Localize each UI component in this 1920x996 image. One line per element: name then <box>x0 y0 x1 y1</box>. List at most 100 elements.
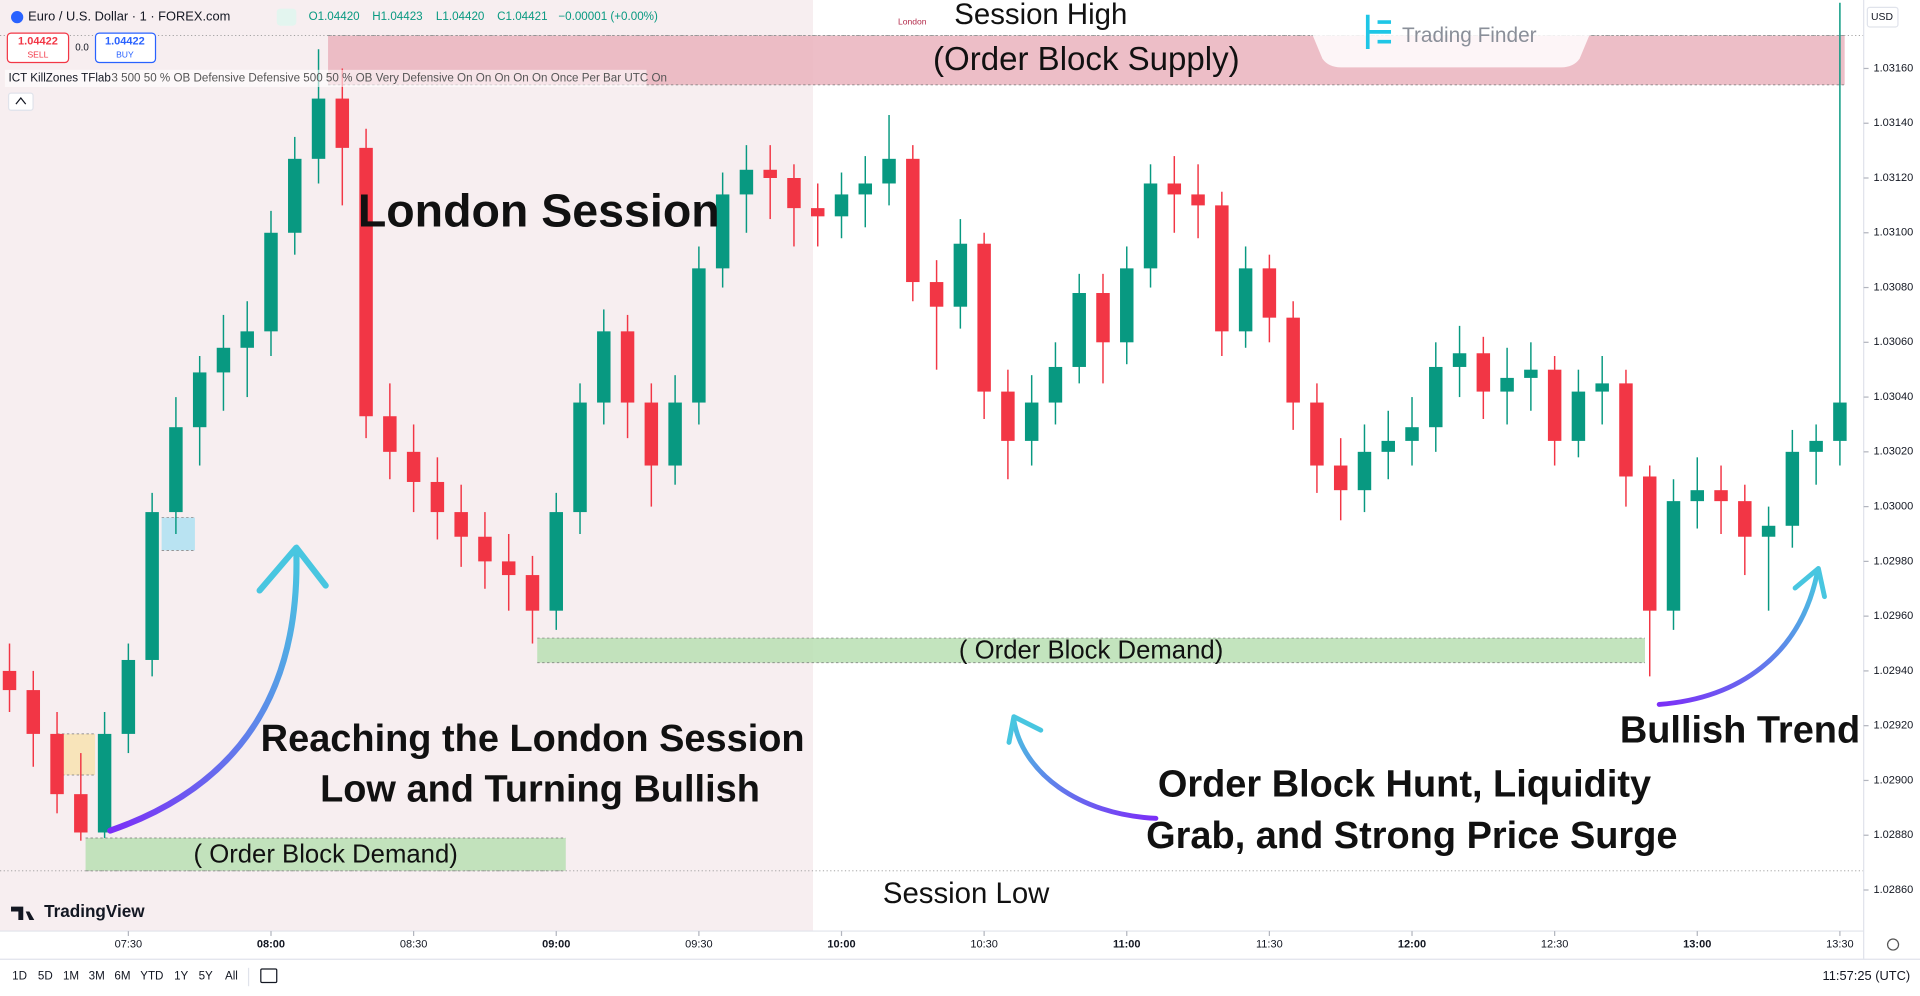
y-tick-label: 1.03080 <box>1873 281 1913 293</box>
zone <box>161 517 195 551</box>
candle-body <box>1571 391 1586 441</box>
range-button[interactable]: YTD <box>140 969 163 982</box>
candle-body <box>1690 490 1705 502</box>
candle-body <box>359 147 373 417</box>
candle-body <box>906 158 920 283</box>
candle-body <box>50 733 64 795</box>
candle-body <box>145 512 159 660</box>
candle-body <box>1381 440 1395 452</box>
candle-body <box>1666 501 1681 611</box>
x-tick-label: 11:00 <box>1113 938 1141 950</box>
sell-price[interactable]: 1.04422 <box>18 36 58 48</box>
buy-price[interactable]: 1.04422 <box>105 36 145 48</box>
range-button[interactable]: All <box>225 969 238 982</box>
buy-label[interactable]: BUY <box>116 49 134 59</box>
candle-body <box>977 243 991 392</box>
candle-body <box>525 575 540 611</box>
status-icon <box>276 8 297 26</box>
candle-body <box>692 268 706 403</box>
candle-body <box>169 427 183 513</box>
candle-body <box>1595 383 1609 392</box>
candle-body <box>810 208 825 217</box>
candle-body <box>953 243 968 307</box>
range-button[interactable]: 1M <box>63 969 79 982</box>
candle-body <box>1405 427 1419 441</box>
x-tick-label: 13:00 <box>1683 938 1711 950</box>
brand-logo <box>11 906 35 921</box>
range-button[interactable]: 5D <box>38 969 53 982</box>
candle-body <box>1357 451 1372 491</box>
range-button[interactable]: 6M <box>114 969 130 982</box>
candle-body <box>1001 391 1015 441</box>
y-tick-label: 1.02880 <box>1873 829 1913 841</box>
candle-body <box>1429 366 1443 428</box>
arrow-head <box>1792 565 1827 600</box>
y-tick-label: 1.02940 <box>1873 665 1913 677</box>
range-button[interactable]: 1D <box>12 969 27 982</box>
zone <box>537 638 1645 663</box>
sell-button[interactable] <box>6 32 70 64</box>
candle-body <box>264 232 278 332</box>
candle-body <box>216 347 231 373</box>
y-tick-label: 1.03100 <box>1873 227 1913 239</box>
arrow-head <box>1006 714 1044 745</box>
candle-body <box>288 158 302 233</box>
candle-body <box>1072 293 1086 367</box>
candle-body <box>1833 402 1847 441</box>
candle-body <box>549 512 563 611</box>
candle-body <box>1642 476 1657 611</box>
ohlc-high: H1.04423 <box>372 10 422 23</box>
x-tick-label: 08:30 <box>400 938 428 950</box>
candle-body <box>1191 194 1205 206</box>
sell-label[interactable]: SELL <box>27 49 48 59</box>
annotation: Grab, and Strong Price Surge <box>1146 815 1677 857</box>
candle-body <box>644 402 659 466</box>
session-name: London <box>898 16 927 26</box>
watermark-bg <box>1297 0 1605 68</box>
axes: 1.03160 1.03140 1.03120 1.03100 1.03080 1.030… <box>115 62 1914 950</box>
candle-body <box>2 670 17 691</box>
candle-body <box>311 98 326 159</box>
candle-body <box>26 690 41 734</box>
range-button[interactable]: 5Y <box>199 969 213 982</box>
annotation: Bullish Trend <box>1620 710 1860 752</box>
candle-body <box>1167 183 1182 195</box>
y-tick-label: 1.03020 <box>1873 446 1913 458</box>
candle-body <box>882 158 896 184</box>
overlays: London (Order Block Supply) ( Order Block … <box>193 0 1239 910</box>
settings-icon[interactable] <box>1886 938 1900 951</box>
annotation: Order Block Hunt, Liquidity <box>1158 764 1651 806</box>
x-tick-label: 10:00 <box>827 938 855 950</box>
zone-label: (Order Block Supply) <box>933 41 1240 78</box>
y-tick-label: 1.02900 <box>1873 774 1913 786</box>
candle-body <box>1452 353 1467 367</box>
brand: TradingView <box>44 901 145 921</box>
candle-body <box>1476 353 1491 392</box>
candle-body <box>1048 366 1063 403</box>
indicator-bg <box>4 69 647 87</box>
level-label: Session Low <box>883 877 1050 910</box>
ohlc-change: −0.00001 (+0.00%) <box>558 10 658 23</box>
ohlc-open: O1.04420 <box>309 10 361 23</box>
range-button[interactable]: 3M <box>89 969 105 982</box>
calendar-icon[interactable] <box>260 968 278 984</box>
collapse-icon <box>15 97 27 105</box>
currency[interactable]: USD <box>1871 12 1893 23</box>
candle-body <box>74 794 88 833</box>
candle-body <box>1761 525 1776 537</box>
arrow <box>1011 717 1159 821</box>
candle-body <box>1524 369 1538 378</box>
candle-body <box>739 169 754 195</box>
zone <box>85 837 566 871</box>
range-button[interactable]: 1Y <box>174 969 188 982</box>
collapse-button[interactable] <box>7 92 34 111</box>
candle-body <box>620 331 635 403</box>
candle-body <box>454 512 468 537</box>
symbol-icon <box>11 11 24 24</box>
y-tick-label: 1.03120 <box>1873 172 1913 184</box>
buy-button[interactable] <box>94 32 157 64</box>
currency-button[interactable] <box>1866 6 1899 28</box>
candle-body <box>597 331 611 403</box>
candle-body <box>1500 377 1514 392</box>
candle-body <box>335 98 350 148</box>
